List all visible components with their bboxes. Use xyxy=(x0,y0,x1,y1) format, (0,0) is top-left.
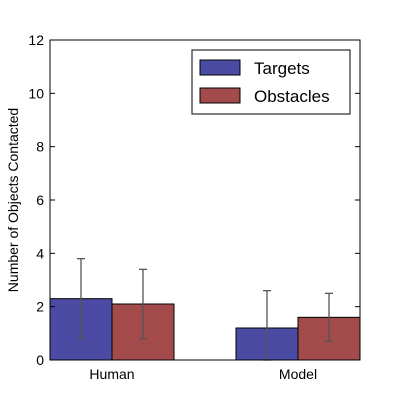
legend-swatch-targets xyxy=(199,59,241,76)
x-tick-label: Model xyxy=(279,366,317,382)
bars-layer xyxy=(49,298,361,361)
legend-label-targets: Targets xyxy=(254,59,310,78)
legend-swatch-obstacles xyxy=(199,87,241,104)
y-axis-label: Number of Objects Contacted xyxy=(5,108,21,292)
y-tick-label: 0 xyxy=(36,352,44,368)
x-tick-label: Human xyxy=(89,366,134,382)
x-axis: Human Model xyxy=(89,355,317,382)
y-tick-label: 4 xyxy=(36,245,44,261)
y-axis: 0 2 4 6 8 10 12 xyxy=(28,32,360,368)
y-tick-label: 10 xyxy=(28,85,44,101)
y-tick-label: 12 xyxy=(28,32,44,48)
legend: Targets Obstacles xyxy=(191,49,351,115)
y-tick-label: 8 xyxy=(36,139,44,155)
error-bars-layer xyxy=(77,258,333,361)
legend-label-obstacles: Obstacles xyxy=(254,87,330,106)
y-tick-label: 2 xyxy=(36,299,44,315)
y-tick-label: 6 xyxy=(36,192,44,208)
